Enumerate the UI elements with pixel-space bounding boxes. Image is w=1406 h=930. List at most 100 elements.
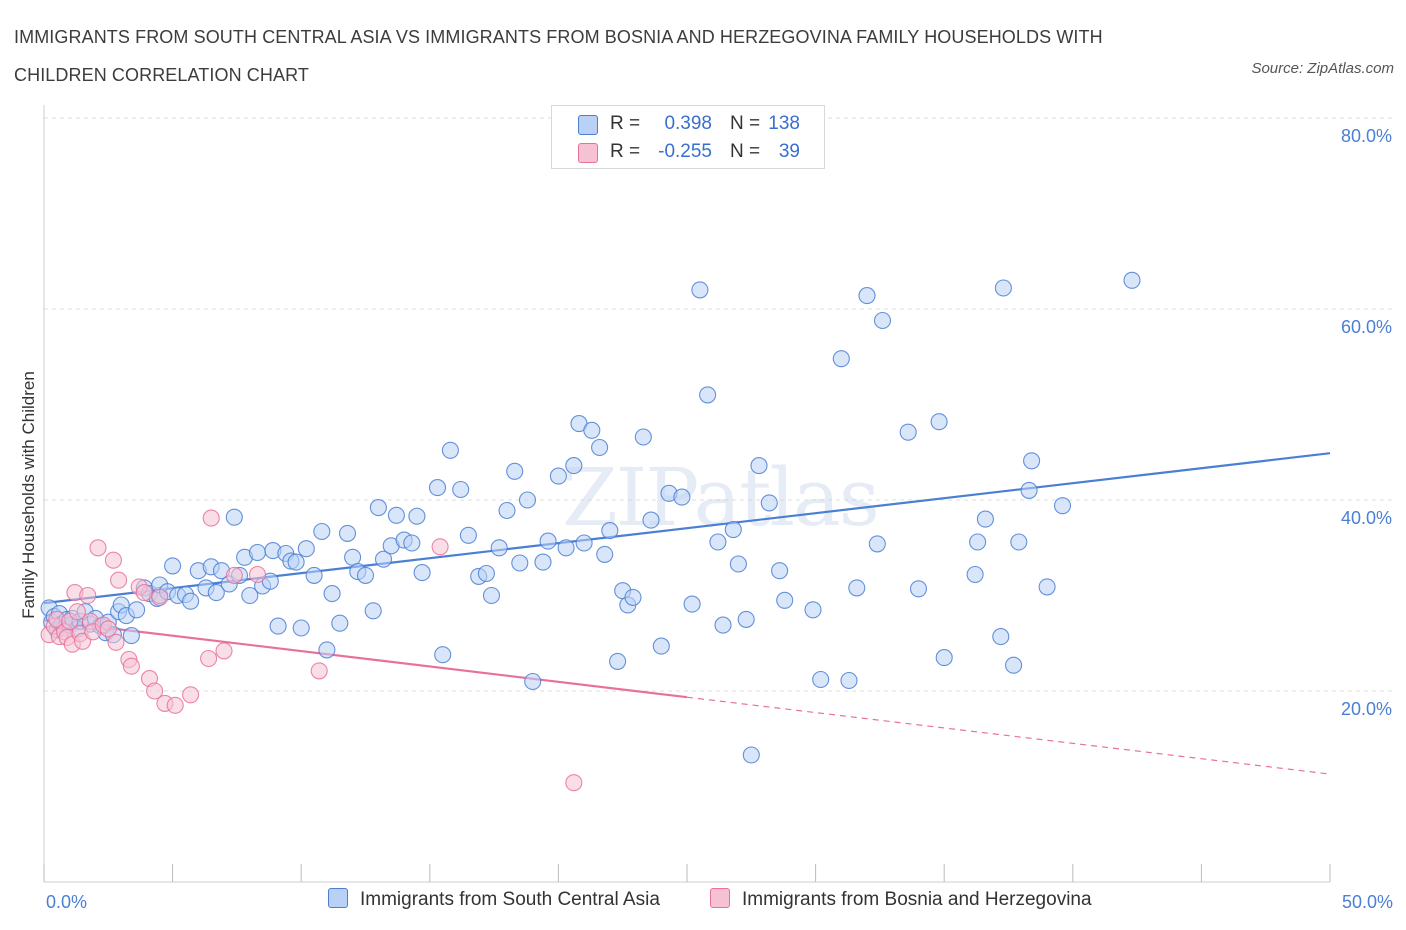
bottom-legend-swatch-blue xyxy=(328,888,348,908)
point-south-central-asia xyxy=(729,555,747,573)
point-south-central-asia xyxy=(601,522,619,540)
point-south-central-asia xyxy=(624,588,642,606)
point-south-central-asia xyxy=(609,652,627,670)
chart-title: IMMIGRANTS FROM SOUTH CENTRAL ASIA VS IM… xyxy=(14,27,1103,85)
legend-swatch-pink xyxy=(578,143,598,163)
point-south-central-asia xyxy=(683,595,701,613)
point-south-central-asia xyxy=(840,671,858,690)
point-south-central-asia xyxy=(673,488,691,506)
point-south-central-asia xyxy=(269,617,287,635)
point-south-central-asia xyxy=(750,457,768,475)
point-south-central-asia xyxy=(583,421,601,439)
point-bosnia xyxy=(182,686,200,704)
point-south-central-asia xyxy=(969,533,987,551)
point-south-central-asia xyxy=(868,535,886,553)
point-south-central-asia xyxy=(909,580,928,598)
point-south-central-asia xyxy=(642,511,660,529)
point-bosnia xyxy=(166,696,184,714)
point-south-central-asia xyxy=(771,562,789,580)
point-south-central-asia xyxy=(225,508,243,526)
point-south-central-asia xyxy=(966,565,984,584)
bottom-legend-label: Immigrants from Bosnia and Herzegovina xyxy=(742,889,1092,910)
x-tick-label: 50.0% xyxy=(1342,892,1393,912)
bottom-legend-bosnia: Immigrants from Bosnia and Herzegovina xyxy=(710,888,1092,911)
point-south-central-asia xyxy=(1038,578,1056,596)
x-tick-label: 0.0% xyxy=(46,892,87,912)
legend-n-label: N = xyxy=(730,141,761,162)
point-bosnia xyxy=(79,586,97,605)
point-bosnia xyxy=(431,538,449,556)
point-south-central-asia xyxy=(403,534,421,552)
point-south-central-asia xyxy=(742,746,760,764)
y-tick-label: 20.0% xyxy=(1341,699,1392,719)
point-south-central-asia xyxy=(313,522,331,541)
point-south-central-asia xyxy=(506,462,524,480)
trend-line-bosnia xyxy=(43,619,688,699)
point-south-central-asia xyxy=(408,507,426,525)
point-south-central-asia xyxy=(364,602,382,620)
point-south-central-asia xyxy=(976,510,994,528)
point-south-central-asia xyxy=(207,584,225,602)
point-south-central-asia xyxy=(452,480,470,499)
point-bosnia xyxy=(225,566,243,584)
point-south-central-asia xyxy=(549,467,567,485)
point-south-central-asia xyxy=(557,539,575,557)
correlation-legend: R = 0.398 N = 138 R = -0.255 N = 39 xyxy=(551,105,825,169)
point-south-central-asia xyxy=(338,524,357,542)
point-south-central-asia xyxy=(804,601,822,619)
y-tick-label: 80.0% xyxy=(1341,126,1392,146)
point-bosnia xyxy=(122,657,140,675)
point-south-central-asia xyxy=(1020,481,1038,499)
point-south-central-asia xyxy=(387,506,405,524)
point-south-central-asia xyxy=(1005,656,1023,674)
point-south-central-asia xyxy=(1010,533,1028,551)
point-bosnia xyxy=(107,633,125,651)
source-label: Source: ZipAtlas.com xyxy=(1251,60,1394,77)
point-south-central-asia xyxy=(524,672,542,691)
legend-n-value: 39 xyxy=(778,141,800,162)
point-south-central-asia xyxy=(428,479,447,497)
point-bosnia xyxy=(146,682,164,700)
point-south-central-asia xyxy=(709,533,727,551)
point-bosnia xyxy=(110,571,128,589)
point-south-central-asia xyxy=(873,311,892,330)
point-south-central-asia xyxy=(899,423,917,441)
point-south-central-asia xyxy=(241,586,259,605)
point-south-central-asia xyxy=(490,539,508,557)
trend-line-bosnia-projection xyxy=(686,696,1331,775)
axes xyxy=(43,105,1331,883)
point-south-central-asia xyxy=(434,646,452,664)
point-south-central-asia xyxy=(323,585,341,603)
legend-r-value: -0.255 xyxy=(658,141,712,162)
legend-swatch-blue xyxy=(578,115,598,135)
point-south-central-asia xyxy=(122,627,140,645)
point-south-central-asia xyxy=(164,557,182,575)
point-bosnia xyxy=(248,565,267,584)
point-south-central-asia xyxy=(305,566,323,584)
legend-r-label: R = xyxy=(610,141,641,162)
point-south-central-asia xyxy=(776,591,794,609)
point-south-central-asia xyxy=(930,413,948,431)
point-south-central-asia xyxy=(634,428,652,446)
point-south-central-asia xyxy=(992,628,1010,646)
point-south-central-asia xyxy=(994,279,1012,297)
legend-row-south-central-asia: R = 0.398 N = 138 xyxy=(552,110,824,138)
y-tick-label: 40.0% xyxy=(1341,508,1392,528)
point-south-central-asia xyxy=(591,438,609,457)
grid-lines xyxy=(44,117,1392,692)
point-bosnia xyxy=(151,588,169,606)
point-south-central-asia xyxy=(534,553,552,571)
legend-r-value: 0.398 xyxy=(664,113,712,134)
point-bosnia xyxy=(310,662,328,680)
point-south-central-asia xyxy=(248,543,267,562)
bottom-legend-south-central-asia: Immigrants from South Central Asia xyxy=(328,888,660,911)
point-south-central-asia xyxy=(482,586,501,605)
point-south-central-asia xyxy=(318,641,336,659)
point-south-central-asia xyxy=(832,350,850,368)
point-south-central-asia xyxy=(596,545,614,563)
legend-n-label: N = xyxy=(730,113,761,134)
point-south-central-asia xyxy=(935,649,953,667)
y-tick-label: 60.0% xyxy=(1341,317,1392,337)
point-south-central-asia xyxy=(356,566,375,584)
point-bosnia xyxy=(99,620,117,638)
